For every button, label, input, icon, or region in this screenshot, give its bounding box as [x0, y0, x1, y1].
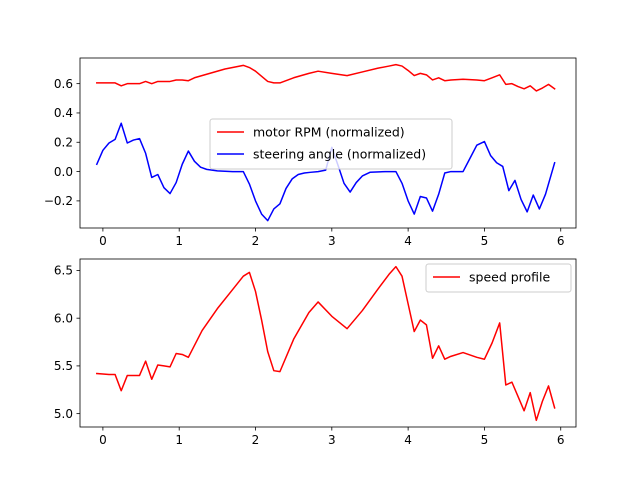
series-line-steering-angle [95, 122, 556, 222]
x-tick-label: 5 [481, 234, 489, 248]
y-tick-label: 0.6 [54, 77, 73, 91]
y-tick-label: 5.5 [54, 359, 73, 373]
x-tick-label: 1 [175, 234, 183, 248]
y-tick-label: 0.0 [54, 165, 73, 179]
legend-label: speed profile [469, 270, 551, 285]
x-tick-label: 3 [328, 433, 336, 447]
series-line-motor-rpm [96, 63, 556, 92]
legend-label: motor RPM (normalized) [253, 125, 405, 140]
x-tick-label: 2 [252, 234, 260, 248]
bottom-axes: 0 1 2 3 4 5 6 5.0 5.5 6.0 6.5 speed profile [54, 258, 577, 447]
x-tick-label: 3 [328, 234, 336, 248]
x-tick-label: 4 [404, 234, 412, 248]
legend-label: steering angle (normalized) [253, 147, 426, 162]
y-tick-label: 6.5 [54, 264, 73, 278]
legend-box [425, 263, 572, 293]
series-line-speed-profile [95, 265, 556, 422]
legend: speed profile [425, 263, 572, 293]
x-tick-label: 1 [175, 433, 183, 447]
legend: motor RPM (normalized) steering angle (no… [209, 118, 453, 170]
y-tick-label: −0.2 [44, 194, 73, 208]
x-tick-label: 4 [404, 433, 412, 447]
top-axes: 0 1 2 3 4 5 6 −0.2 0.0 0.2 0.4 0.6 motor RPM (normal… [44, 57, 577, 248]
x-tick-label: 0 [99, 433, 107, 447]
x-tick-label: 0 [99, 234, 107, 248]
y-tick-label: 5.0 [54, 407, 73, 421]
x-tick-label: 6 [557, 234, 565, 248]
y-tick-label: 0.4 [54, 106, 73, 120]
x-tick-label: 2 [252, 433, 260, 447]
axes-frame [79, 57, 577, 229]
x-tick-label: 5 [481, 433, 489, 447]
legend-box [209, 118, 453, 170]
x-tick-label: 6 [557, 433, 565, 447]
y-tick-label: 0.2 [54, 135, 73, 149]
y-tick-label: 6.0 [54, 311, 73, 325]
axes-frame [79, 258, 577, 428]
